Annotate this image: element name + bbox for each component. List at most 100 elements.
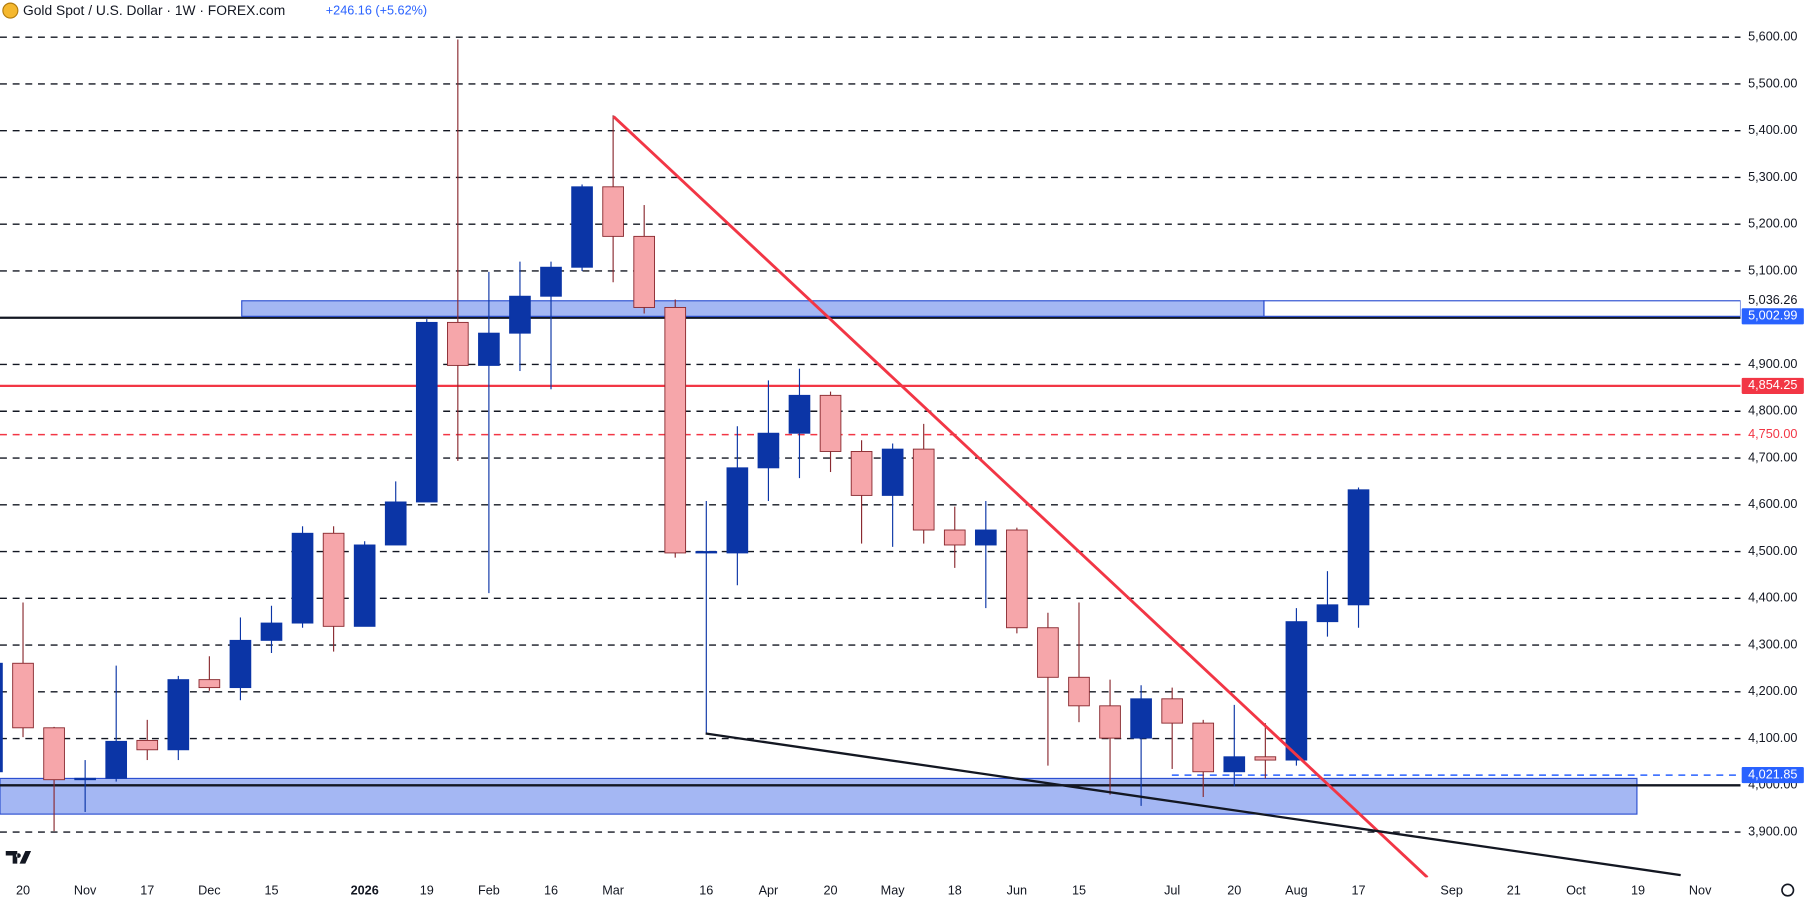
candle-body bbox=[74, 777, 96, 781]
trendline bbox=[705, 732, 1681, 877]
x-tick-label: 20 bbox=[16, 884, 30, 898]
marker-label-bg bbox=[1741, 767, 1804, 784]
y-tick-label: 5,300.00 bbox=[1748, 170, 1797, 184]
x-tick-label: 15 bbox=[1072, 884, 1086, 898]
candle-body bbox=[850, 451, 873, 496]
marker-label-bg bbox=[1741, 292, 1804, 309]
candle-body bbox=[291, 532, 314, 624]
candle-body bbox=[353, 544, 376, 627]
y-tick-label: 4,100.00 bbox=[1748, 731, 1797, 745]
candle-body bbox=[1192, 722, 1215, 773]
marker-label: 5,002.99 bbox=[1748, 309, 1797, 323]
x-tick-label: Oct bbox=[1566, 884, 1586, 898]
candle-body bbox=[384, 501, 407, 546]
candle-body bbox=[1037, 627, 1059, 678]
candle-body bbox=[757, 432, 780, 469]
x-tick-label: 18 bbox=[948, 884, 962, 898]
marker-label: 4,021.85 bbox=[1748, 767, 1797, 781]
candle-body bbox=[167, 679, 190, 751]
candle-body bbox=[1223, 756, 1246, 773]
y-tick-label: 4,900.00 bbox=[1748, 357, 1797, 371]
candle-body bbox=[881, 448, 904, 496]
marker-label: 4,854.25 bbox=[1748, 378, 1797, 392]
candle-body bbox=[571, 186, 593, 268]
candle-body bbox=[819, 394, 842, 452]
marker-label-bg bbox=[1741, 426, 1804, 443]
logo-mark bbox=[5, 850, 32, 864]
x-tick-label: May bbox=[881, 884, 906, 898]
candle-body bbox=[664, 306, 687, 554]
price-change: +246.16 (+5.62%) bbox=[326, 4, 427, 18]
candle-body bbox=[1068, 676, 1090, 707]
y-tick-label: 4,800.00 bbox=[1748, 404, 1797, 418]
price-axis bbox=[1740, 0, 1805, 903]
candle-body bbox=[43, 727, 65, 781]
candle-body bbox=[447, 321, 469, 366]
candle-body bbox=[1161, 698, 1183, 724]
y-tick-label: 5,600.00 bbox=[1748, 30, 1797, 44]
x-tick-label: Mar bbox=[602, 884, 624, 898]
candle-body bbox=[1316, 604, 1339, 623]
x-tick-label: 15 bbox=[264, 884, 278, 898]
x-tick-label: 2026 bbox=[351, 884, 379, 898]
y-tick-label: 4,700.00 bbox=[1748, 450, 1797, 464]
candle-body bbox=[1006, 529, 1028, 629]
x-tick-label: 19 bbox=[1631, 884, 1645, 898]
marker-label: 5,036.26 bbox=[1748, 293, 1797, 307]
trendline bbox=[612, 115, 1429, 879]
candle-body bbox=[322, 532, 345, 627]
x-tick-label: Sep bbox=[1440, 884, 1463, 898]
y-tick-label: 5,100.00 bbox=[1748, 263, 1797, 277]
candle-body bbox=[602, 186, 624, 237]
trendlines bbox=[612, 115, 1681, 879]
candle-body bbox=[12, 662, 34, 729]
x-tick-label: 16 bbox=[699, 884, 713, 898]
x-tick-label: Dec bbox=[198, 884, 221, 898]
marks bbox=[0, 39, 1370, 832]
support-zone bbox=[0, 777, 1638, 815]
y-tick-label: 4,300.00 bbox=[1748, 637, 1797, 651]
marker-label: 4,750.00 bbox=[1748, 427, 1797, 441]
header bbox=[0, 0, 438, 21]
y-tick-label: 4,500.00 bbox=[1748, 544, 1797, 558]
candle-body bbox=[788, 394, 811, 434]
x-tick-label: 20 bbox=[823, 884, 837, 898]
candle-body bbox=[415, 321, 438, 503]
candle-body bbox=[229, 639, 252, 689]
candle-body bbox=[0, 662, 3, 773]
y-tick-label: 5,400.00 bbox=[1748, 123, 1797, 137]
candle-body bbox=[540, 266, 562, 297]
candle-body bbox=[1347, 489, 1370, 606]
candle-body bbox=[633, 235, 656, 308]
candle-body bbox=[1254, 756, 1277, 761]
x-tick-label: 17 bbox=[140, 884, 154, 898]
symbol-title: Gold Spot / U.S. Dollar · 1W · FOREX.com bbox=[23, 2, 285, 18]
x-tick-label: Aug bbox=[1285, 884, 1308, 898]
settings-button[interactable] bbox=[1781, 883, 1795, 897]
marker-label-bg bbox=[1741, 308, 1804, 325]
x-tick-label: Jul bbox=[1164, 884, 1180, 898]
logo bbox=[5, 850, 32, 864]
x-tick-label: 20 bbox=[1227, 884, 1241, 898]
resistance-zone bbox=[241, 300, 1265, 317]
candle-body bbox=[509, 295, 531, 334]
candle-body bbox=[1130, 698, 1152, 739]
candle-body bbox=[943, 529, 966, 546]
x-tick-label: Feb bbox=[478, 884, 500, 898]
x-tick-label: Jun bbox=[1007, 884, 1027, 898]
x-tick-label: Nov bbox=[1689, 884, 1712, 898]
symbol-icon bbox=[2, 2, 19, 19]
y-tick-label: 5,200.00 bbox=[1748, 217, 1797, 231]
x-tick-label: Nov bbox=[74, 884, 97, 898]
candle-body bbox=[1099, 705, 1121, 739]
marker-label-bg bbox=[1741, 377, 1804, 394]
x-tick-label: 17 bbox=[1351, 884, 1365, 898]
candle-body bbox=[478, 332, 500, 366]
candle-body bbox=[912, 448, 935, 531]
candle-body bbox=[726, 467, 749, 554]
x-tick-label: 21 bbox=[1507, 884, 1521, 898]
time-axis bbox=[0, 877, 1805, 903]
x-tick-label: Apr bbox=[759, 884, 779, 898]
